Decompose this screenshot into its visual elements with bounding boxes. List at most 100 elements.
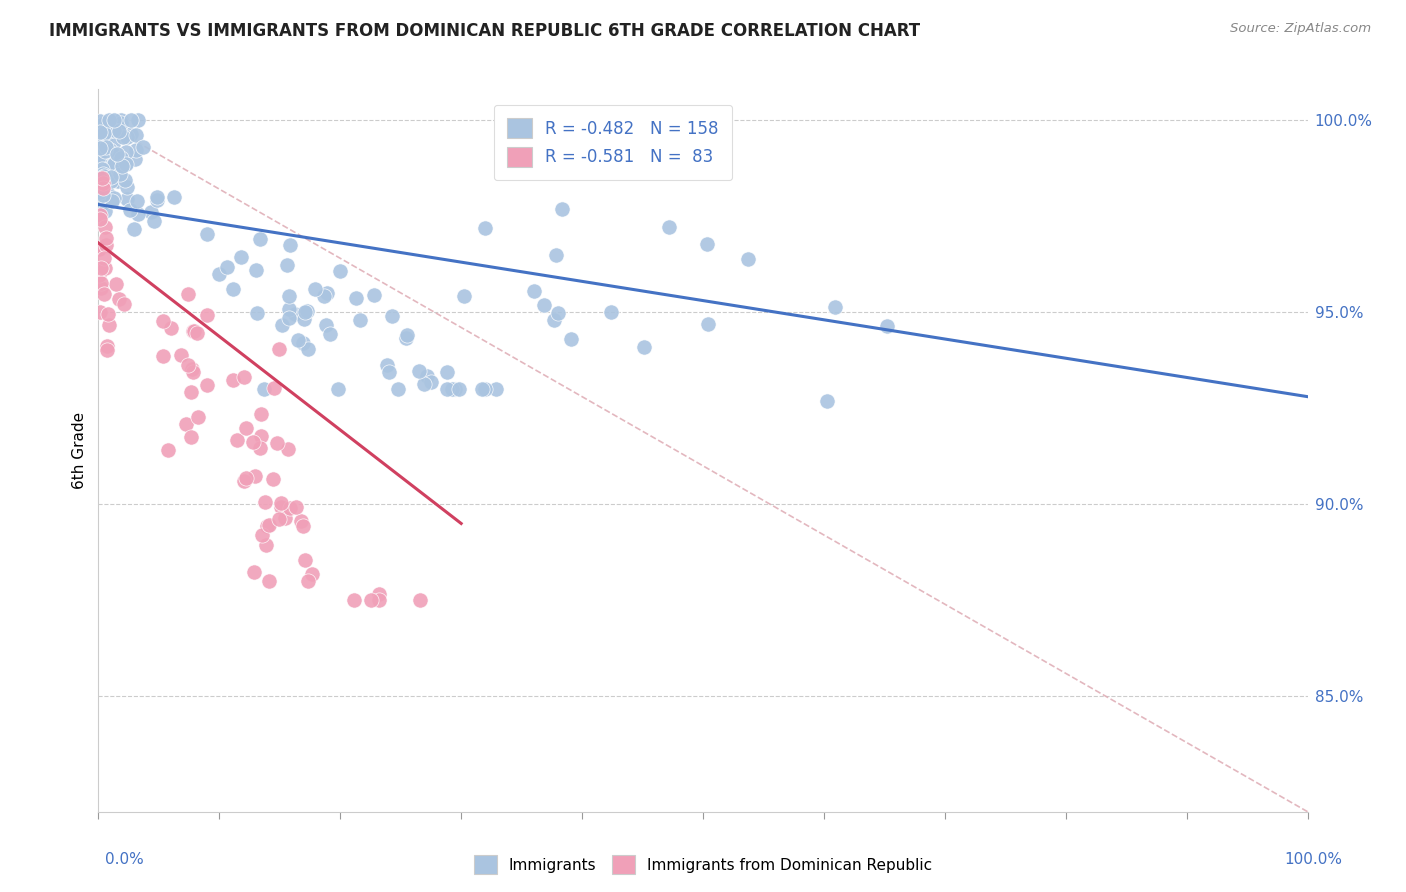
Point: [101, 156, 124, 170]
Text: Source: ZipAtlas.com: Source: ZipAtlas.com: [1230, 22, 1371, 36]
Point: [90, 276, 112, 290]
Point: [107, 168, 129, 182]
Point: [91, 176, 114, 190]
Point: [89, 211, 111, 226]
Point: [152, 349, 174, 363]
Point: [419, 375, 441, 389]
Point: [93, 172, 115, 186]
Point: [160, 320, 183, 334]
Point: [245, 263, 267, 277]
Text: 100.0%: 100.0%: [1285, 852, 1343, 867]
Point: [229, 250, 252, 264]
Point: [290, 514, 312, 528]
Point: [91, 187, 114, 202]
Point: [104, 152, 127, 166]
Point: [96, 343, 118, 358]
Point: [267, 512, 290, 526]
Point: [222, 372, 245, 386]
Point: [90, 138, 112, 153]
Point: [360, 593, 382, 607]
Point: [253, 495, 276, 509]
Text: IMMIGRANTS VS IMMIGRANTS FROM DOMINICAN REPUBLIC 6TH GRADE CORRELATION CHART: IMMIGRANTS VS IMMIGRANTS FROM DOMINICAN …: [49, 22, 921, 40]
Point: [291, 335, 314, 350]
Point: [87, 134, 110, 148]
Point: [100, 174, 122, 188]
Point: [416, 369, 439, 384]
Point: [94, 145, 117, 159]
Point: [89, 185, 111, 199]
Point: [267, 342, 290, 356]
Point: [90, 118, 112, 132]
Point: [815, 394, 838, 409]
Point: [101, 146, 124, 161]
Point: [177, 287, 200, 301]
Point: [270, 500, 292, 515]
Point: [93, 204, 115, 219]
Point: [97, 165, 120, 179]
Point: [737, 252, 759, 266]
Point: [697, 318, 720, 332]
Point: [278, 311, 301, 326]
Point: [90, 174, 112, 188]
Point: [560, 332, 582, 346]
Point: [87, 149, 110, 163]
Point: [90, 281, 112, 295]
Point: [122, 222, 145, 236]
Point: [103, 123, 125, 137]
Point: [436, 382, 458, 396]
Point: [533, 298, 555, 312]
Point: [114, 172, 136, 186]
Point: [294, 553, 316, 567]
Point: [103, 167, 125, 181]
Point: [233, 474, 256, 488]
Point: [89, 305, 111, 319]
Point: [195, 227, 218, 241]
Point: [91, 161, 114, 176]
Point: [328, 382, 350, 396]
Point: [287, 333, 309, 347]
Point: [550, 202, 572, 216]
Point: [120, 112, 142, 127]
Point: [292, 311, 315, 326]
Point: [444, 382, 467, 396]
Point: [146, 193, 169, 207]
Point: [143, 213, 166, 227]
Point: [368, 593, 391, 607]
Point: [396, 327, 419, 342]
Point: [89, 268, 111, 283]
Point: [90, 260, 112, 274]
Y-axis label: 6th Grade: 6th Grade: [72, 412, 87, 489]
Point: [96, 140, 118, 154]
Point: [409, 593, 432, 607]
Point: [314, 289, 336, 303]
Point: [523, 284, 546, 298]
Point: [474, 382, 496, 396]
Point: [876, 319, 898, 334]
Point: [96, 237, 118, 252]
Point: [316, 285, 339, 300]
Point: [125, 144, 148, 158]
Point: [91, 159, 114, 173]
Point: [89, 243, 111, 257]
Point: [110, 112, 132, 127]
Point: [485, 382, 508, 396]
Point: [250, 429, 273, 443]
Point: [112, 129, 135, 144]
Point: [90, 260, 112, 275]
Point: [291, 518, 314, 533]
Point: [256, 518, 278, 533]
Point: [436, 365, 458, 379]
Legend: R = -0.482   N = 158, R = -0.581   N =  83: R = -0.482 N = 158, R = -0.581 N = 83: [494, 104, 733, 180]
Point: [474, 220, 496, 235]
Point: [100, 169, 122, 184]
Point: [124, 153, 146, 167]
Legend: Immigrants, Immigrants from Dominican Republic: Immigrants, Immigrants from Dominican Re…: [468, 849, 938, 880]
Point: [103, 157, 125, 171]
Point: [277, 289, 299, 303]
Point: [297, 342, 319, 356]
Point: [195, 309, 218, 323]
Point: [249, 442, 271, 456]
Point: [180, 384, 202, 399]
Point: [156, 443, 179, 458]
Point: [93, 286, 115, 301]
